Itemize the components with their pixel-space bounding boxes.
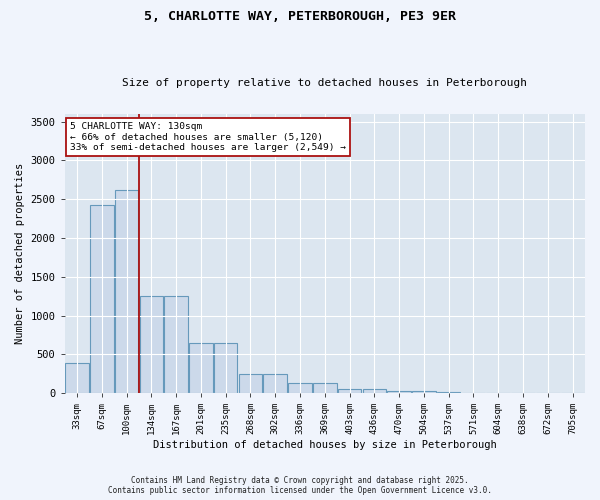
- Bar: [214, 344, 238, 393]
- Bar: [412, 391, 436, 393]
- Bar: [338, 389, 361, 393]
- Y-axis label: Number of detached properties: Number of detached properties: [15, 163, 25, 344]
- Bar: [65, 363, 89, 393]
- X-axis label: Distribution of detached houses by size in Peterborough: Distribution of detached houses by size …: [153, 440, 497, 450]
- Bar: [362, 389, 386, 393]
- Bar: [288, 384, 312, 393]
- Bar: [437, 392, 460, 393]
- Bar: [140, 296, 163, 393]
- Bar: [164, 296, 188, 393]
- Title: Size of property relative to detached houses in Peterborough: Size of property relative to detached ho…: [122, 78, 527, 88]
- Text: 5 CHARLOTTE WAY: 130sqm
← 66% of detached houses are smaller (5,120)
33% of semi: 5 CHARLOTTE WAY: 130sqm ← 66% of detache…: [70, 122, 346, 152]
- Text: Contains HM Land Registry data © Crown copyright and database right 2025.
Contai: Contains HM Land Registry data © Crown c…: [108, 476, 492, 495]
- Bar: [239, 374, 262, 393]
- Bar: [90, 206, 113, 393]
- Bar: [189, 344, 212, 393]
- Bar: [115, 190, 139, 393]
- Bar: [263, 374, 287, 393]
- Bar: [313, 384, 337, 393]
- Text: 5, CHARLOTTE WAY, PETERBOROUGH, PE3 9ER: 5, CHARLOTTE WAY, PETERBOROUGH, PE3 9ER: [144, 10, 456, 23]
- Bar: [388, 391, 411, 393]
